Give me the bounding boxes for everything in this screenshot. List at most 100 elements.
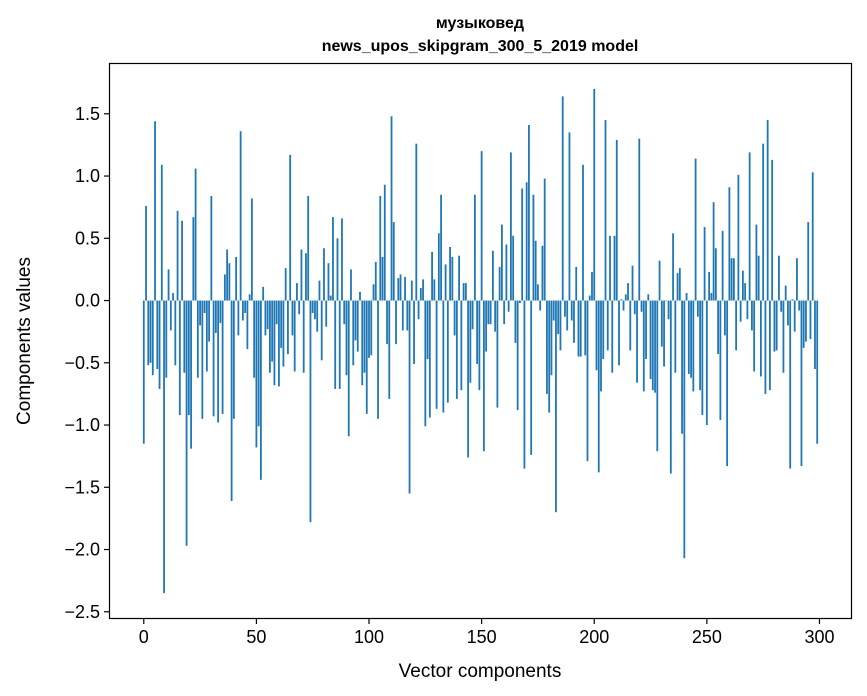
bar-82	[327, 263, 330, 301]
bar-248	[701, 300, 704, 416]
bar-9	[163, 300, 165, 594]
bar-118	[408, 300, 411, 494]
bar-127	[428, 300, 431, 418]
bar-109	[388, 300, 391, 399]
bar-167	[519, 300, 521, 304]
bar-204	[602, 300, 605, 360]
bar-107	[383, 184, 386, 301]
bar-242	[687, 300, 690, 374]
bar-126	[426, 300, 429, 360]
bar-185	[559, 300, 562, 351]
bar-255	[717, 300, 720, 355]
bar-8	[160, 164, 163, 301]
bar-141	[460, 300, 463, 391]
bar-209	[613, 235, 616, 301]
bar-30	[210, 195, 213, 301]
bar-253	[712, 202, 715, 301]
bar-63	[284, 268, 287, 301]
bar-263	[735, 300, 738, 351]
bar-71	[302, 300, 305, 373]
bar-235	[672, 233, 674, 301]
bar-176	[539, 300, 542, 311]
bar-24	[196, 300, 199, 378]
bar-206	[606, 300, 609, 351]
bar-211	[618, 300, 620, 366]
bar-280	[773, 300, 776, 352]
bar-272	[755, 224, 758, 301]
bar-296	[809, 300, 812, 340]
bar-188	[566, 300, 569, 331]
bar-140	[458, 255, 460, 301]
bar-59	[275, 300, 278, 325]
bar-120	[413, 300, 415, 365]
bar-55	[266, 300, 269, 330]
bar-160	[503, 300, 506, 325]
bar-164	[512, 235, 515, 301]
y-tick-label: −1.5	[64, 477, 100, 497]
bar-34	[219, 300, 222, 323]
bar-115	[401, 300, 404, 331]
bar-159	[501, 224, 503, 301]
bar-229	[658, 260, 661, 301]
bar-32	[214, 300, 217, 333]
bar-35	[221, 300, 224, 414]
bar-258	[723, 300, 726, 336]
bar-216	[629, 300, 632, 351]
bar-41	[235, 256, 238, 301]
bar-87	[338, 300, 341, 389]
bar-174	[534, 240, 537, 301]
bar-15	[176, 210, 179, 301]
bar-54	[264, 300, 267, 336]
bar-68	[296, 283, 298, 301]
bar-158	[498, 266, 501, 301]
bar-139	[455, 300, 458, 399]
bar-179	[546, 300, 548, 394]
y-axis-label: Components values	[14, 257, 35, 425]
bar-42	[237, 300, 240, 336]
bar-7	[158, 300, 161, 389]
bar-181	[550, 300, 553, 376]
y-tick-label: 1.5	[75, 104, 100, 124]
bar-161	[505, 244, 508, 301]
bar-131	[437, 233, 440, 301]
bar-200	[593, 88, 596, 301]
bar-47	[248, 294, 251, 301]
bar-240	[683, 300, 686, 559]
bar-133	[442, 300, 445, 413]
bar-29	[208, 300, 210, 342]
bar-92	[350, 269, 352, 301]
bar-273	[757, 255, 760, 301]
bar-101	[370, 300, 373, 356]
bar-222	[642, 300, 645, 392]
bar-274	[760, 300, 762, 377]
bar-97	[361, 300, 364, 386]
bar-212	[620, 299, 623, 301]
x-tick-label: 100	[354, 627, 384, 647]
bar-19	[185, 300, 188, 546]
bar-277	[766, 120, 769, 301]
bar-289	[793, 300, 796, 332]
bar-187	[564, 300, 566, 317]
bar-232	[665, 300, 668, 302]
bar-234	[669, 300, 672, 474]
bar-165	[514, 300, 517, 343]
bar-220	[638, 138, 641, 301]
bar-85	[334, 300, 337, 389]
bar-207	[609, 235, 611, 301]
bar-103	[374, 261, 377, 301]
bar-157	[496, 300, 499, 408]
bar-79	[320, 300, 323, 361]
bar-237	[676, 273, 679, 301]
bar-100	[368, 300, 370, 358]
bar-215	[627, 283, 629, 301]
y-tick-label: 0.5	[75, 228, 100, 248]
bar-62	[282, 300, 285, 367]
bar-205	[604, 120, 607, 301]
bar-135	[446, 300, 449, 403]
bar-91	[347, 300, 350, 437]
bar-231	[663, 300, 665, 367]
y-tick-label: −1.0	[64, 415, 100, 435]
y-tick-label: 1.0	[75, 166, 100, 186]
bar-56	[269, 300, 271, 373]
bar-74	[309, 300, 312, 523]
